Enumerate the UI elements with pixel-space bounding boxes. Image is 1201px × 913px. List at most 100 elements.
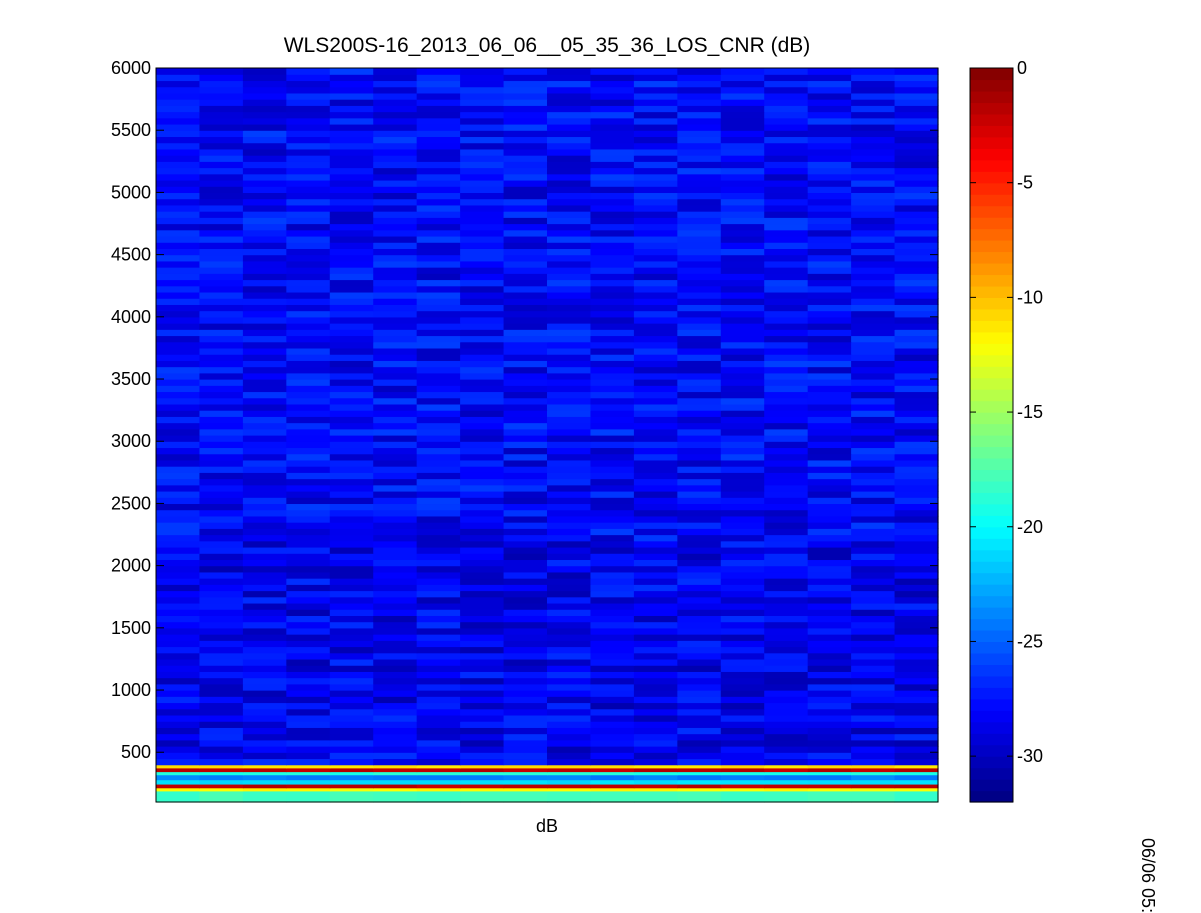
heatmap-cell — [547, 329, 592, 337]
heatmap-cell — [242, 484, 287, 492]
heatmap-cell — [894, 602, 939, 610]
heatmap-cell — [807, 198, 852, 206]
heatmap-cell — [590, 702, 635, 710]
heatmap-cell — [242, 323, 287, 330]
heatmap-cell — [807, 571, 852, 579]
heatmap-cell — [242, 658, 287, 666]
heatmap-cell — [329, 329, 374, 337]
heatmap-cell — [199, 609, 244, 616]
heatmap-cell — [590, 86, 635, 94]
heatmap-cell — [242, 167, 287, 175]
heatmap-cell — [894, 727, 939, 735]
heatmap-cell — [764, 422, 809, 430]
heatmap-cell — [851, 739, 896, 747]
heatmap-cell — [720, 267, 765, 274]
heatmap-cell — [199, 186, 244, 194]
heatmap-cell — [242, 217, 287, 225]
heatmap-cell — [503, 683, 548, 691]
heatmap-cell — [286, 335, 331, 343]
heatmap-cell — [764, 111, 809, 119]
heatmap-cell — [590, 111, 635, 119]
heatmap-cell — [460, 447, 505, 455]
heatmap-cell — [590, 779, 635, 785]
heatmap-cell — [677, 503, 722, 511]
heatmap-cell — [764, 335, 809, 343]
heatmap-cell — [286, 204, 331, 212]
heatmap-cell — [416, 665, 461, 672]
heatmap-cell — [764, 696, 809, 704]
heatmap-cell — [590, 354, 635, 361]
heatmap-cell — [373, 714, 418, 722]
heatmap-cell — [286, 260, 331, 268]
heatmap-cell — [242, 727, 287, 735]
heatmap-cell — [503, 528, 548, 536]
heatmap-cell — [633, 621, 678, 629]
heatmap-cell — [807, 708, 852, 716]
heatmap-cell — [633, 774, 678, 781]
heatmap-cell — [807, 161, 852, 169]
heatmap-cell — [851, 347, 896, 355]
heatmap-cell — [590, 360, 635, 368]
colorbar-swatch — [970, 584, 1013, 597]
heatmap-cell — [633, 360, 678, 368]
heatmap-cell — [156, 553, 201, 561]
heatmap-cell — [807, 683, 852, 691]
heatmap-cell — [503, 68, 548, 75]
heatmap-cell — [720, 192, 765, 200]
heatmap-cell — [156, 422, 201, 430]
heatmap-cell — [373, 360, 418, 368]
heatmap-cell — [286, 223, 331, 231]
heatmap-cell — [851, 578, 896, 585]
heatmap-cell — [199, 179, 244, 187]
heatmap-cell — [720, 80, 765, 88]
heatmap-cell — [677, 117, 722, 125]
heatmap-cell — [677, 316, 722, 324]
heatmap-cell — [156, 590, 201, 598]
heatmap-cell — [460, 179, 505, 187]
heatmap-cell — [242, 528, 287, 536]
heatmap-cell — [633, 391, 678, 399]
heatmap-cell — [329, 478, 374, 486]
heatmap-cell — [242, 285, 287, 293]
heatmap-cell — [590, 173, 635, 181]
heatmap-cell — [156, 285, 201, 293]
heatmap-cell — [286, 665, 331, 672]
heatmap-cell — [156, 416, 201, 424]
heatmap-cell — [590, 540, 635, 548]
heatmap-cell — [677, 696, 722, 704]
heatmap-cell — [503, 198, 548, 206]
heatmap-cell — [242, 746, 287, 753]
heatmap-cell — [894, 403, 939, 411]
heatmap-cell — [373, 173, 418, 181]
heatmap-cell — [373, 702, 418, 710]
heatmap-cell — [590, 752, 635, 760]
heatmap-cell — [807, 217, 852, 225]
heatmap-cell — [851, 366, 896, 374]
heatmap-cell — [851, 198, 896, 206]
heatmap-cell — [633, 235, 678, 243]
heatmap-cell — [460, 105, 505, 113]
heatmap-cell — [764, 148, 809, 156]
heatmap-cell — [242, 435, 287, 442]
heatmap-cell — [286, 136, 331, 144]
heatmap-cell — [329, 217, 374, 225]
heatmap-cell — [807, 447, 852, 455]
heatmap-cell — [894, 771, 939, 776]
heatmap-cell — [373, 248, 418, 256]
heatmap-cell — [286, 671, 331, 679]
heatmap-cell — [156, 790, 201, 803]
heatmap-cell — [807, 111, 852, 119]
heatmap-cell — [286, 459, 331, 467]
heatmap-cell — [416, 609, 461, 616]
heatmap-cell — [286, 779, 331, 785]
heatmap-cell — [851, 565, 896, 573]
heatmap-cell — [807, 490, 852, 498]
heatmap-cell — [720, 422, 765, 430]
heatmap-cell — [851, 774, 896, 781]
heatmap-cell — [807, 752, 852, 760]
heatmap-cell — [156, 497, 201, 505]
heatmap-cell — [199, 254, 244, 262]
heatmap-cell — [633, 640, 678, 648]
heatmap-cell — [764, 690, 809, 697]
heatmap-cell — [156, 774, 201, 781]
